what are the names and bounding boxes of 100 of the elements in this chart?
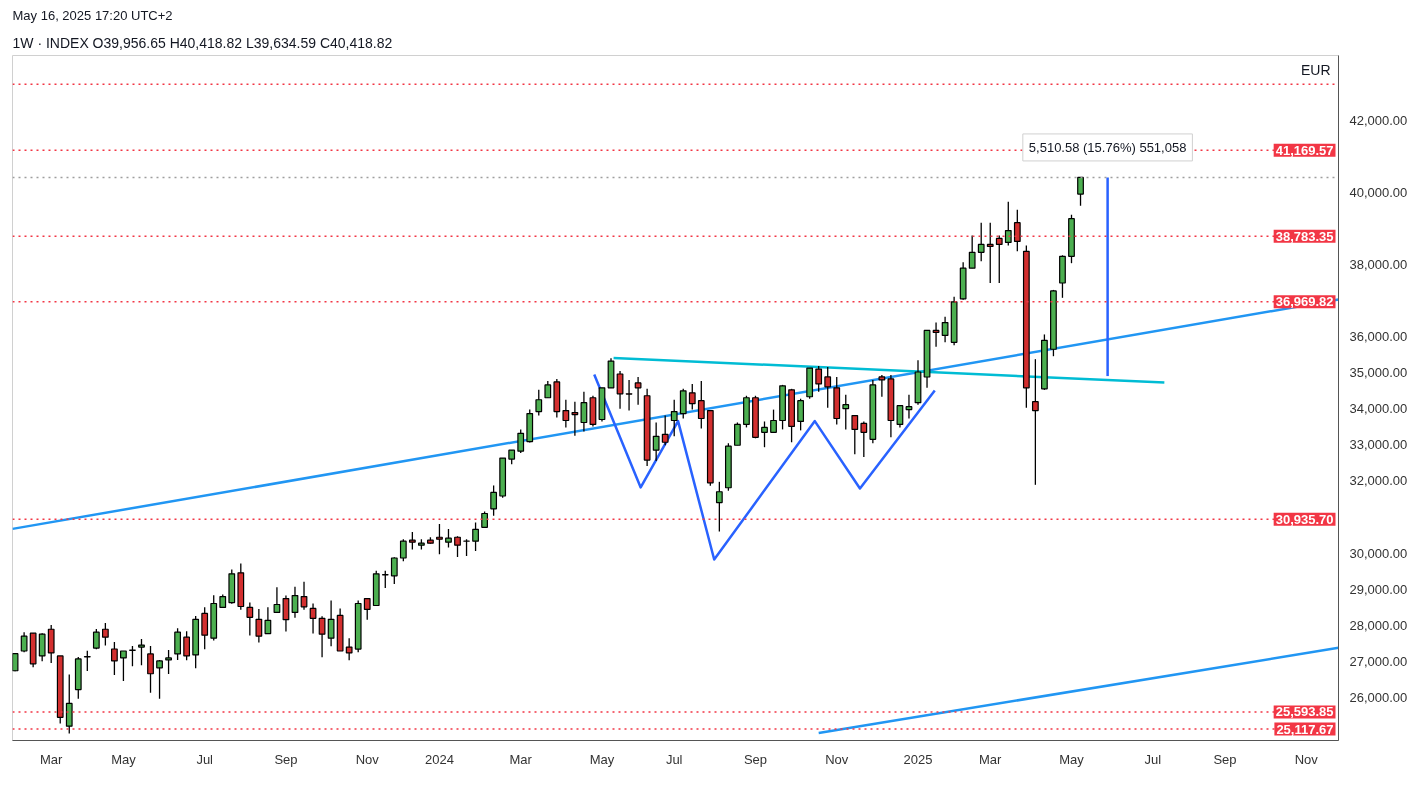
x-tick-label: Sep bbox=[1213, 751, 1237, 767]
candlestick bbox=[183, 630, 191, 661]
candlestick bbox=[436, 523, 443, 556]
x-tick-label: Mar bbox=[40, 751, 64, 767]
y-tick-label: 40,000.00 bbox=[1349, 185, 1408, 200]
candlestick bbox=[454, 535, 461, 558]
candlestick bbox=[734, 421, 741, 446]
candlestick bbox=[932, 321, 940, 348]
chart-title: 1W · INDEX O39,956.65 H40,418.82 L39,634.59 C40,418.82 bbox=[12, 34, 393, 51]
candlestick bbox=[445, 528, 452, 549]
candlestick bbox=[345, 637, 353, 661]
candlestick bbox=[634, 376, 642, 406]
y-tick-label: 28,000.00 bbox=[1349, 617, 1408, 633]
x-tick-label: Jul bbox=[1144, 751, 1162, 767]
x-tick-label: Nov bbox=[355, 751, 380, 767]
candlestick bbox=[246, 601, 254, 637]
line-series bbox=[592, 373, 937, 561]
y-axis-title: EUR bbox=[1300, 61, 1331, 78]
y-tick-label: 36,000.00 bbox=[1349, 329, 1408, 345]
candlestick bbox=[688, 383, 696, 411]
x-tick-label: Nov bbox=[825, 751, 849, 767]
x-tick-label: Sep bbox=[274, 751, 298, 767]
candlestick bbox=[815, 365, 823, 393]
candlestick bbox=[878, 374, 886, 398]
candlestick bbox=[652, 421, 660, 462]
candlestick bbox=[138, 638, 145, 666]
candlestick bbox=[697, 380, 705, 430]
candlestick bbox=[129, 645, 136, 667]
ref-line-label: 25,117.67 bbox=[1276, 721, 1334, 737]
candlestick bbox=[670, 399, 678, 437]
candlestick bbox=[661, 414, 669, 446]
candlestick bbox=[399, 538, 407, 562]
candlestick bbox=[824, 366, 832, 409]
x-tick-label: May bbox=[111, 751, 137, 767]
candlestick bbox=[174, 627, 181, 661]
candlestick bbox=[255, 608, 263, 644]
x-tick-label: Nov bbox=[1294, 751, 1319, 767]
candlestick bbox=[83, 650, 91, 672]
candlestick bbox=[580, 391, 588, 433]
x-tick-label: Jul bbox=[196, 751, 214, 767]
y-tick-label: 34,000.00 bbox=[1349, 401, 1408, 417]
x-tick-label: 2024 bbox=[424, 751, 454, 767]
candlestick bbox=[472, 521, 479, 552]
candlestick bbox=[327, 599, 335, 648]
candlestick bbox=[201, 606, 209, 651]
x-tick-label: 2025 bbox=[903, 751, 933, 767]
annotation: 5,510.58 (15.76%) 551,058 bbox=[1028, 139, 1187, 155]
chart-subtitle: May 16, 2025 17:20 UTC+2 bbox=[12, 7, 173, 23]
y-tick-label: 32,000.00 bbox=[1349, 473, 1408, 489]
candlestick bbox=[986, 221, 994, 284]
y-tick-label: 26,000.00 bbox=[1349, 689, 1408, 705]
x-tick-label: Sep bbox=[743, 751, 768, 767]
candlestick bbox=[896, 404, 904, 429]
candlestick bbox=[38, 632, 46, 662]
x-tick-label: Mar bbox=[509, 751, 533, 767]
candlestick bbox=[770, 408, 777, 434]
candlestick bbox=[120, 650, 127, 682]
candlestick bbox=[761, 420, 768, 448]
ref-line-label: 38,783.35 bbox=[1275, 228, 1334, 244]
candlestick bbox=[860, 420, 868, 458]
candlestick bbox=[535, 389, 543, 417]
x-tick-label: May bbox=[589, 751, 615, 767]
candlestick bbox=[679, 388, 687, 420]
ref-line-label: 25,593.85 bbox=[1275, 704, 1334, 720]
y-tick-label: 42,000.00 bbox=[1349, 112, 1408, 128]
y-tick-label: 27,000.00 bbox=[1349, 653, 1408, 669]
candlestick bbox=[995, 234, 1003, 284]
candlestick bbox=[65, 673, 73, 735]
y-tick-label: 29,000.00 bbox=[1349, 581, 1408, 597]
candlestick bbox=[111, 641, 118, 676]
ref-line-label: 41,169.57 bbox=[1275, 142, 1334, 158]
candlestick bbox=[101, 622, 109, 647]
candlestick bbox=[47, 624, 55, 664]
candlestick bbox=[625, 379, 633, 412]
candlestick bbox=[1077, 176, 1084, 207]
candlestick bbox=[968, 234, 976, 269]
candlestick bbox=[490, 484, 498, 517]
candlestick bbox=[147, 645, 154, 694]
candlestick bbox=[273, 586, 281, 614]
candlestick bbox=[264, 606, 272, 635]
candlestick bbox=[318, 615, 326, 658]
candlestick bbox=[390, 556, 398, 585]
candlestick bbox=[977, 221, 985, 262]
candlestick bbox=[797, 398, 805, 432]
candlestick bbox=[562, 399, 570, 429]
y-tick-label: 30,000.00 bbox=[1349, 545, 1408, 561]
candlestick bbox=[842, 394, 850, 431]
candlestick bbox=[715, 481, 723, 533]
candlestick bbox=[156, 659, 163, 700]
candlestick bbox=[1013, 209, 1021, 252]
x-tick-label: May bbox=[1059, 751, 1085, 767]
candlestick bbox=[363, 597, 371, 621]
y-tick-label: 35,000.00 bbox=[1349, 365, 1408, 381]
candlestick bbox=[851, 414, 859, 455]
candlestick bbox=[1004, 201, 1012, 247]
x-tick-label: Mar bbox=[979, 751, 1003, 767]
x-tick-label: Jul bbox=[665, 751, 683, 767]
candlestick bbox=[571, 401, 579, 437]
candlestick bbox=[941, 315, 949, 343]
candlestick bbox=[517, 428, 525, 454]
